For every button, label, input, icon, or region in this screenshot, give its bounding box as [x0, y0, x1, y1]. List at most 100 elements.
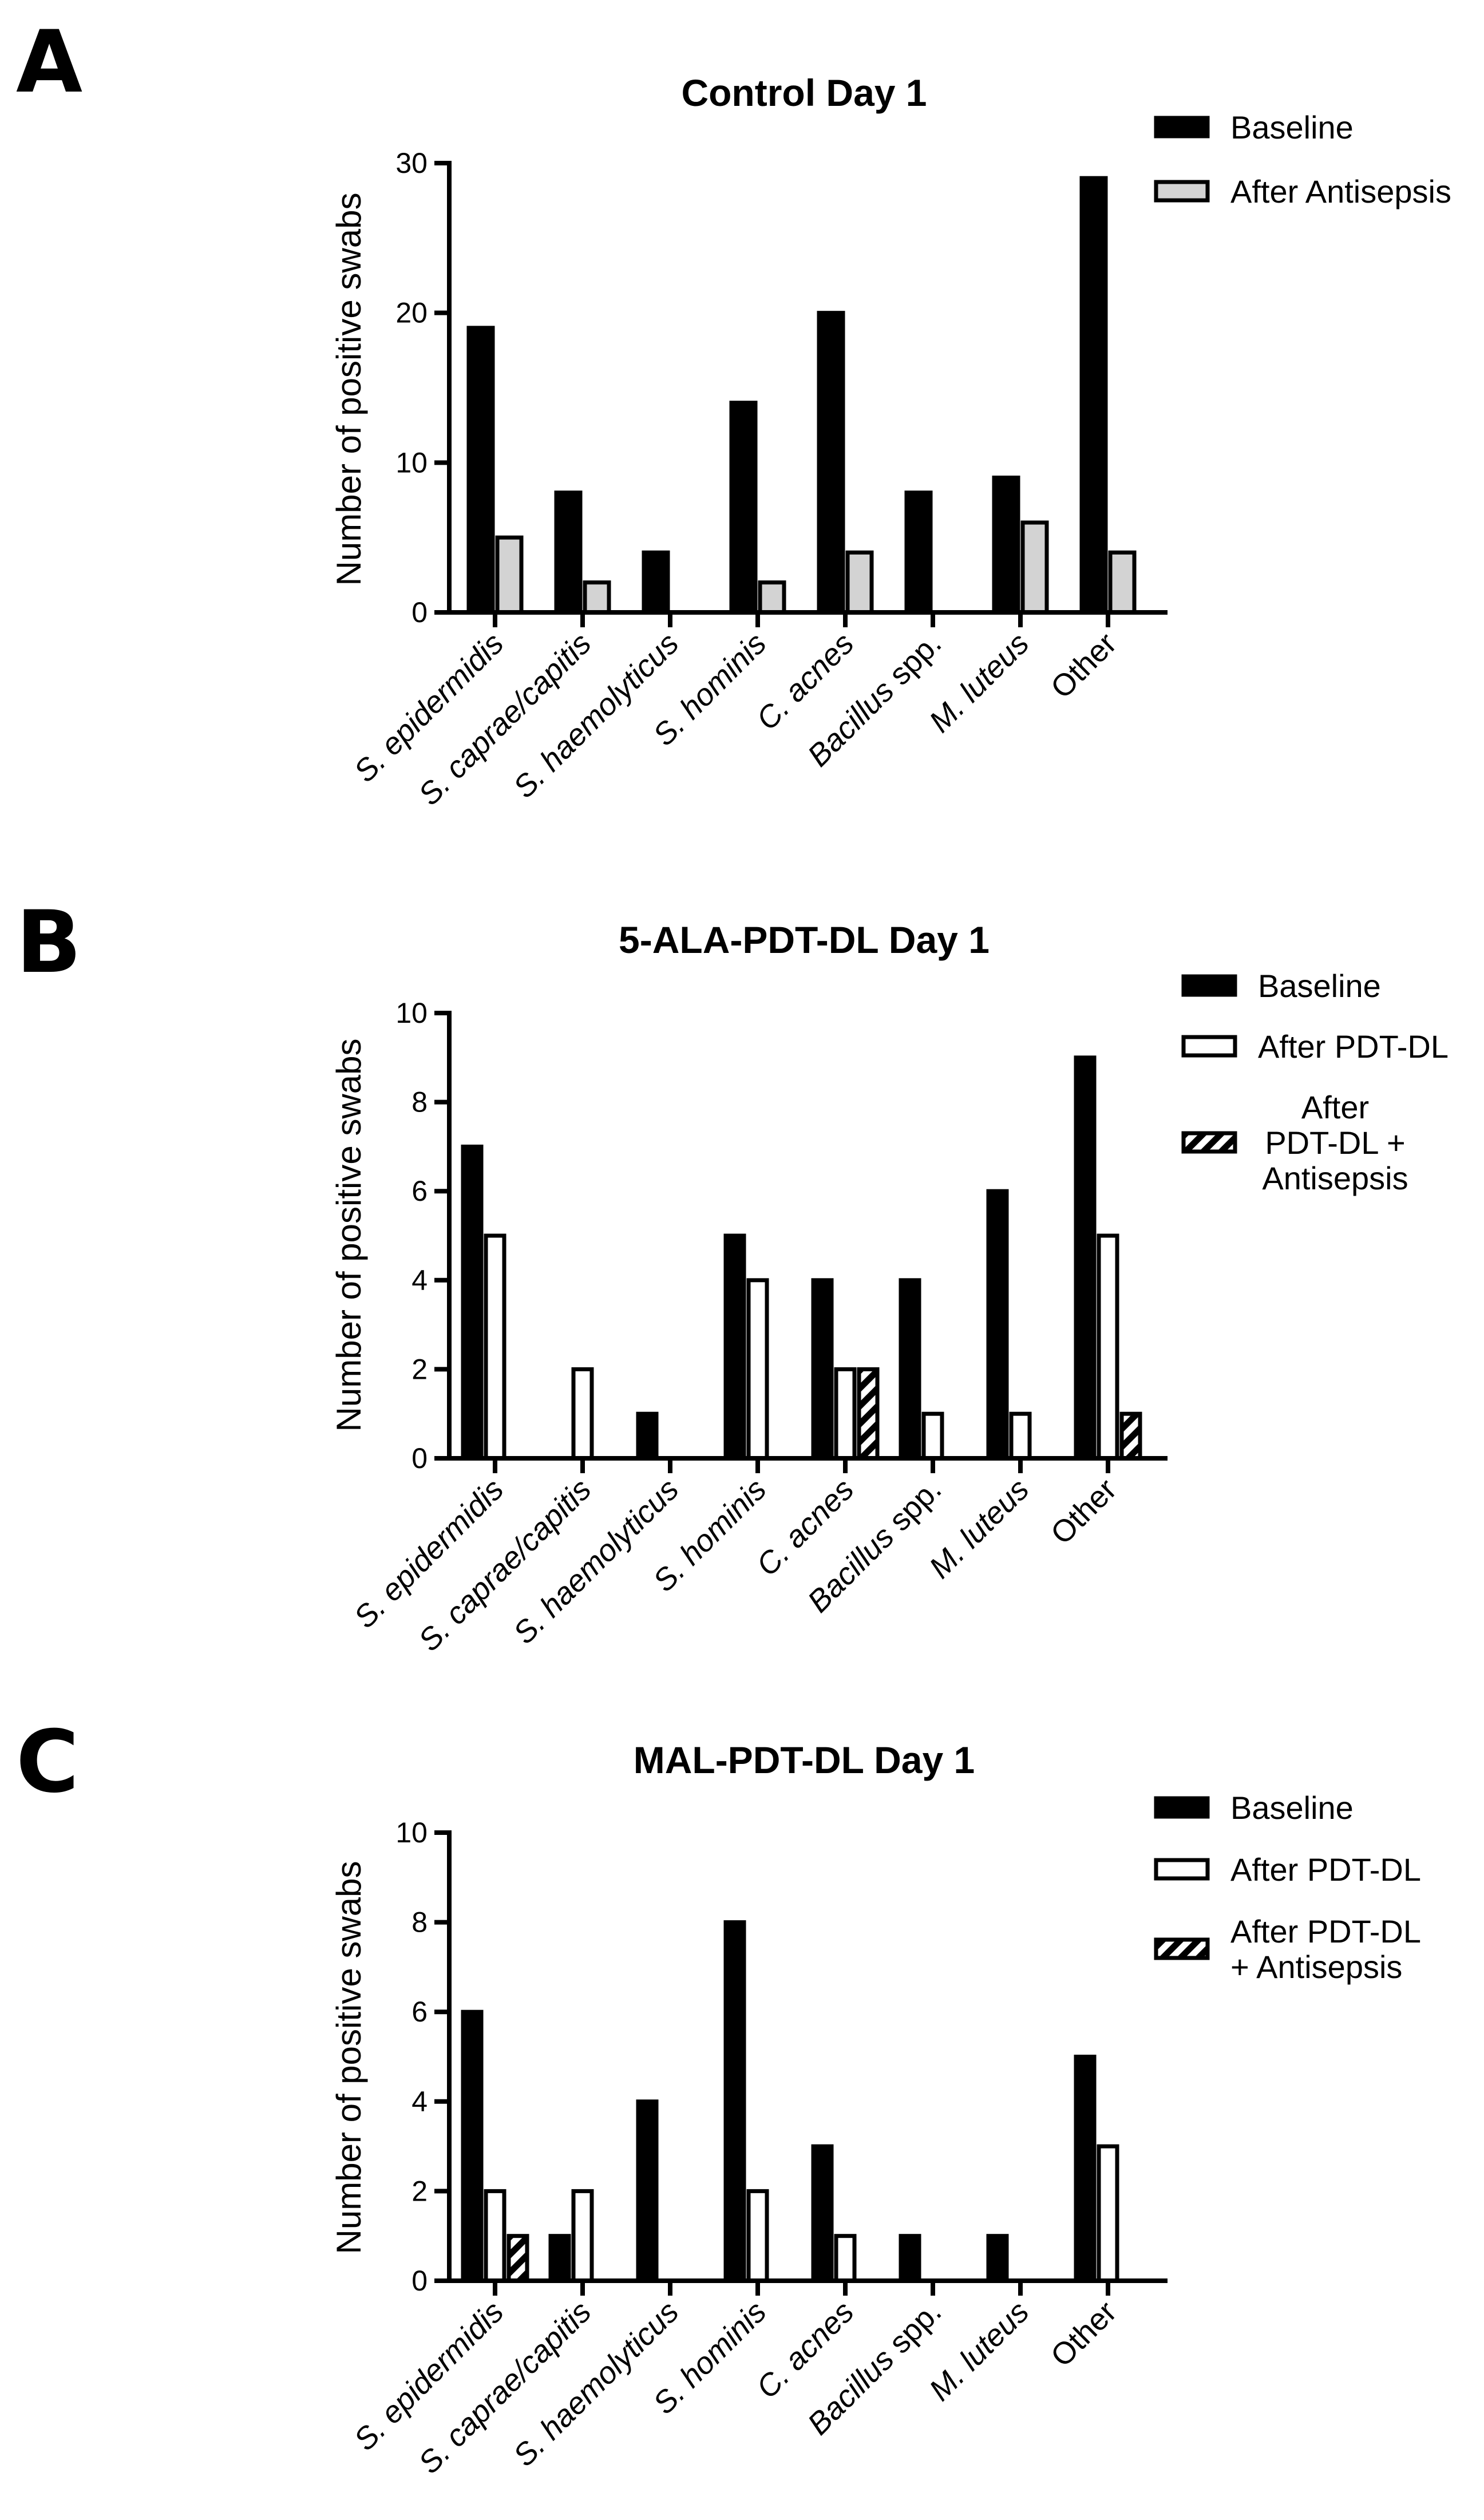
y-tick-label: 0	[411, 596, 428, 628]
bar-baseline-7	[1074, 2055, 1097, 2283]
axes	[447, 161, 1168, 627]
chart-title: MAL-PDT-DL Day 1	[634, 1739, 975, 1781]
panel-letter-c: C	[16, 1712, 79, 1812]
bar-after-pdt-dl-7	[1097, 1233, 1119, 1461]
y-ticks: 0 2 4 6 8 10	[395, 997, 449, 1474]
y-tick-label: 8	[411, 1906, 428, 1939]
y-tick-label: 10	[395, 997, 428, 1029]
y-ticks: 0 10 20 30	[395, 147, 449, 628]
y-tick-label: 20	[395, 297, 428, 329]
legend-swatch-gray	[1154, 180, 1210, 203]
panel-letter-b: B	[16, 893, 81, 992]
legend-label: After Antisepsis	[1230, 173, 1451, 209]
panel-letter-a: A	[16, 13, 82, 112]
bar-after-pdt-dl-antisepsis-4	[857, 1367, 880, 1461]
bars	[461, 1920, 1119, 2283]
bar-after-pdt-dl-1	[571, 1367, 594, 1461]
bar-baseline-2	[636, 2099, 659, 2283]
bar-after-pdt-dl-4	[834, 2234, 857, 2283]
bar-after-antisepsis-7	[1108, 550, 1137, 615]
bar-baseline-2	[636, 1411, 659, 1461]
x-tick-label: S. epidermidis	[347, 626, 510, 789]
legend-label: PDT-DL +	[1265, 1125, 1405, 1161]
bar-after-pdt-dl-0	[484, 1233, 506, 1461]
bar-baseline-5	[899, 1278, 921, 1461]
y-tick-label: 2	[411, 1353, 428, 1385]
y-tick-label: 4	[411, 1264, 428, 1296]
bar-baseline-6	[986, 1189, 1009, 1461]
bar-after-antisepsis-0	[495, 535, 524, 615]
bar-baseline-0	[461, 2009, 484, 2283]
x-tick-label: Other	[1044, 1472, 1123, 1551]
bar-baseline-6	[986, 2234, 1009, 2283]
legend-label: Baseline	[1258, 968, 1381, 1004]
axes	[447, 1830, 1168, 2296]
y-ticks: 0 2 4 6 8 10	[395, 1817, 449, 2297]
axes	[447, 1011, 1168, 1473]
bar-baseline-4	[811, 1278, 834, 1461]
bar-baseline-7	[1074, 1055, 1097, 1461]
panel-a: A Control Day 1 Number of positive swabs…	[16, 13, 1451, 812]
legend-label: After PDT-DL	[1230, 1913, 1421, 1949]
bar-baseline-1	[554, 490, 583, 615]
category-label-italic: S. epidermidis	[347, 626, 510, 789]
bar-after-pdt-dl-antisepsis-0	[506, 2234, 529, 2283]
legend-swatch-black	[1154, 1796, 1210, 1819]
legend-swatch-white	[1154, 1858, 1210, 1881]
legend-label: Baseline	[1230, 109, 1354, 145]
bar-baseline-3	[723, 1233, 746, 1461]
bar-baseline-5	[904, 490, 933, 615]
bar-after-antisepsis-6	[1020, 520, 1049, 615]
chart-title: 5-ALA-PDT-DL Day 1	[619, 919, 990, 961]
bar-baseline-4	[811, 2144, 834, 2283]
legend-swatch-hatch	[1181, 1131, 1237, 1154]
y-tick-label: 6	[411, 1175, 428, 1207]
bar-baseline-5	[899, 2234, 921, 2283]
bar-after-pdt-dl-1	[571, 2189, 594, 2283]
bar-after-antisepsis-4	[845, 550, 874, 615]
bar-baseline-1	[548, 2234, 571, 2283]
legend-swatch-black	[1154, 116, 1210, 139]
bar-after-pdt-dl-0	[484, 2189, 506, 2283]
bar-after-pdt-dl-5	[921, 1411, 944, 1461]
y-axis-label: Number of positive swabs	[330, 193, 368, 586]
category-label-plain: Other	[1044, 1472, 1123, 1551]
category-label-italic: S. epidermidis	[347, 2294, 510, 2457]
legend-label: Antisepsis	[1262, 1160, 1408, 1196]
bar-after-antisepsis-3	[758, 580, 786, 615]
bar-baseline-0	[461, 1144, 484, 1461]
bar-baseline-6	[992, 476, 1020, 615]
bar-after-pdt-dl-3	[746, 1278, 769, 1461]
category-label-italic: S. epidermidis	[347, 1472, 510, 1635]
legend-swatch-white	[1181, 1035, 1237, 1058]
y-axis-label: Number of positive swabs	[330, 1861, 368, 2254]
y-tick-label: 6	[411, 1996, 428, 2028]
y-tick-label: 0	[411, 2265, 428, 2297]
bar-baseline-7	[1079, 176, 1108, 615]
bars	[461, 1055, 1142, 1461]
y-tick-label: 30	[395, 147, 428, 179]
bar-baseline-2	[642, 550, 670, 615]
y-tick-label: 8	[411, 1086, 428, 1118]
category-label-plain: Other	[1044, 626, 1123, 705]
bars	[466, 176, 1137, 615]
legend-label: Baseline	[1230, 1790, 1354, 1826]
bar-after-pdt-dl-antisepsis-7	[1119, 1411, 1142, 1461]
bar-after-pdt-dl-4	[834, 1367, 857, 1461]
bar-after-pdt-dl-7	[1097, 2144, 1119, 2283]
legend-swatch-hatch	[1154, 1937, 1210, 1960]
bar-baseline-3	[729, 401, 758, 615]
chart-title: Control Day 1	[681, 72, 927, 114]
bar-after-pdt-dl-6	[1009, 1411, 1032, 1461]
panel-b: B 5-ALA-PDT-DL Day 1 Number of positive …	[16, 893, 1449, 1658]
panel-c: C MAL-PDT-DL Day 1 Number of positive sw…	[16, 1712, 1421, 2481]
bar-baseline-4	[817, 311, 845, 615]
x-tick-label: Other	[1044, 2294, 1123, 2373]
legend-label: After	[1301, 1089, 1369, 1125]
y-tick-label: 4	[411, 2086, 428, 2118]
x-tick-label: S. epidermidis	[347, 2294, 510, 2457]
